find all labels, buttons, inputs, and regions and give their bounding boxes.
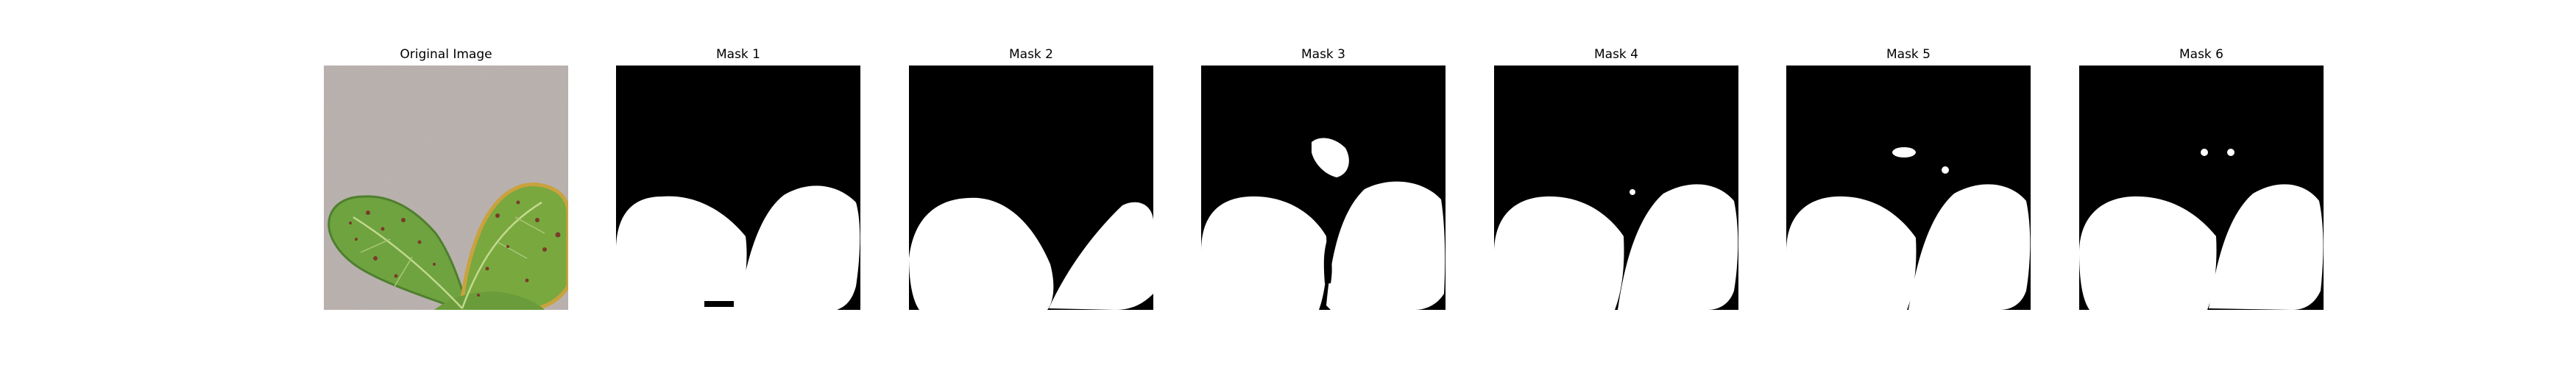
- panel-title: Mask 4: [1593, 47, 1638, 62]
- mask-4-image: [1494, 66, 1738, 310]
- panel-title: Mask 2: [1008, 47, 1053, 62]
- panel-mask-4: Mask 4: [1494, 44, 1738, 310]
- leaf-spots: [349, 200, 561, 297]
- panel-mask-5: Mask 5: [1786, 44, 2031, 310]
- panel-original-image: Original Image: [324, 44, 568, 310]
- right-leaf: [459, 183, 568, 310]
- mask-5-image: [1786, 66, 2031, 310]
- panel-title: Original Image: [400, 47, 492, 62]
- panel-title: Mask 6: [2179, 47, 2223, 62]
- original-leaf-photo: [324, 66, 568, 310]
- panel-mask-6: Mask 6: [2079, 44, 2324, 310]
- mask-2-image: [909, 66, 1153, 310]
- mask-1-image: [616, 66, 860, 310]
- panel-title: Mask 5: [1886, 47, 1931, 62]
- panel-title: Mask 1: [715, 47, 760, 62]
- panel-title: Mask 3: [1301, 47, 1345, 62]
- mask-3-image: [1201, 66, 1446, 310]
- panel-mask-2: Mask 2: [909, 44, 1153, 310]
- panel-mask-3: Mask 3: [1201, 44, 1446, 310]
- bottom-leaf: [434, 291, 545, 310]
- panel-mask-1: Mask 1: [616, 44, 860, 310]
- mask-6-image: [2079, 66, 2324, 310]
